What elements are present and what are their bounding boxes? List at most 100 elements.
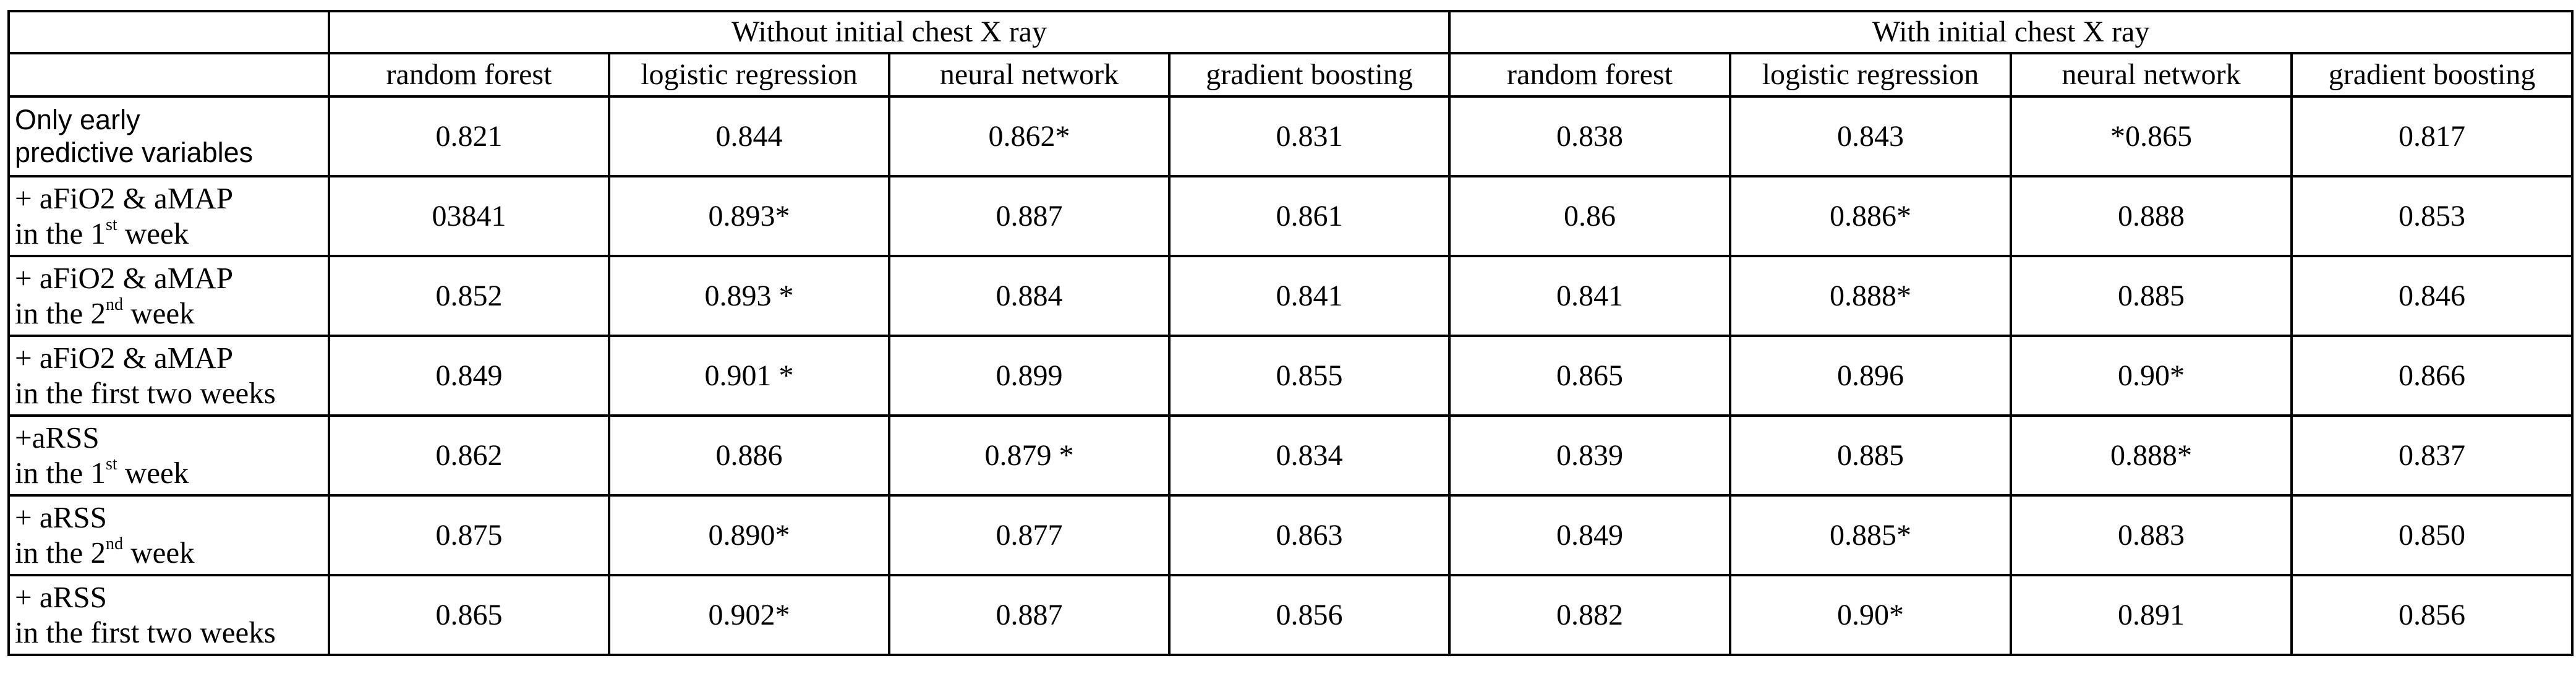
auc-value-cell: 0.846 bbox=[2290, 255, 2574, 337]
row-label-ordinal-suffix: nd bbox=[105, 295, 123, 315]
auc-value-cell: 0.901 * bbox=[608, 335, 890, 417]
row-label-line1: + aFiO2 & aMAP bbox=[15, 260, 233, 295]
auc-value-cell: 0.852 bbox=[328, 255, 610, 337]
auc-value-cell: 0.861 bbox=[1167, 175, 1451, 257]
row-label-line2: in the 1st week bbox=[15, 215, 326, 252]
auc-value-cell: 0.90* bbox=[1729, 574, 2013, 656]
auc-value-cell: 0.831 bbox=[1167, 95, 1451, 177]
auc-value-cell: 0.902* bbox=[608, 574, 890, 656]
row-label: + aFiO2 & aMAP in the 2nd week bbox=[7, 255, 330, 337]
row-label: Only early predictive variables bbox=[7, 95, 330, 177]
auc-value-cell: 0.853 bbox=[2290, 175, 2574, 257]
row-label-line2: predictive variables bbox=[15, 136, 326, 169]
model-header: neural network bbox=[888, 52, 1171, 98]
auc-value-cell: 0.888 bbox=[2010, 175, 2293, 257]
table-row: + aFiO2 & aMAP in the 1st week 03841 0.893*… bbox=[7, 175, 2574, 257]
auc-value-cell: 0.885 bbox=[2010, 255, 2293, 337]
auc-value-cell: 0.844 bbox=[608, 95, 890, 177]
model-header: logistic regression bbox=[1729, 52, 2013, 98]
auc-value-cell: 0.839 bbox=[1448, 414, 1732, 497]
table-row: + aFiO2 & aMAP in the 2nd week 0.852 0.893 … bbox=[7, 255, 2574, 337]
row-label-line1: + aFiO2 & aMAP bbox=[15, 340, 233, 375]
auc-value-cell: 0.856 bbox=[1167, 574, 1451, 656]
table-row: + aFiO2 & aMAP in the first two weeks 0.84… bbox=[7, 335, 2574, 417]
auc-value-cell: 0.865 bbox=[328, 574, 610, 656]
table-row: +aRSS in the 1st week 0.862 0.886 0.879 * 0.8… bbox=[7, 414, 2574, 497]
group-header-with-xray: With initial chest X ray bbox=[1448, 10, 2574, 54]
row-label-line2-text: in the 1 bbox=[15, 455, 106, 490]
model-header: random forest bbox=[1448, 52, 1732, 98]
row-label-line2-text: in the first two weeks bbox=[15, 375, 276, 410]
row-label: + aRSS in the first two weeks bbox=[7, 574, 330, 656]
auc-value-cell: 0.888* bbox=[2010, 414, 2293, 497]
row-label-line1: Only early bbox=[15, 104, 140, 136]
auc-value-cell: 0.890* bbox=[608, 494, 890, 576]
auc-value-cell: 0.885 bbox=[1729, 414, 2013, 497]
auc-value-cell: 0.891 bbox=[2010, 574, 2293, 656]
row-label-line1: +aRSS bbox=[15, 420, 100, 455]
auc-value-cell: 0.887 bbox=[888, 574, 1171, 656]
auc-value-cell: 0.886* bbox=[1729, 175, 2013, 257]
row-label-line1: + aRSS bbox=[15, 579, 107, 614]
auc-value-cell: 0.886 bbox=[608, 414, 890, 497]
row-label-line2: in the 1st week bbox=[15, 455, 326, 491]
model-header: gradient boosting bbox=[2290, 52, 2574, 98]
table-row: Only early predictive variables 0.821 0.844… bbox=[7, 95, 2574, 177]
row-label-line2-suffix-text: week bbox=[122, 535, 195, 570]
row-label-line2-text: in the 2 bbox=[15, 535, 106, 570]
row-label-line2: in the first two weeks bbox=[15, 615, 326, 651]
row-label: +aRSS in the 1st week bbox=[7, 414, 330, 497]
auc-value-cell: 0.893 * bbox=[608, 255, 890, 337]
table-row: + aRSS in the 2nd week 0.875 0.890* 0.877 0.8… bbox=[7, 494, 2574, 576]
table-row: + aRSS in the first two weeks 0.865 0.902* 0… bbox=[7, 574, 2574, 656]
row-label-ordinal-suffix: st bbox=[105, 455, 117, 474]
model-header: neural network bbox=[2010, 52, 2293, 98]
auc-value-cell: 0.866 bbox=[2290, 335, 2574, 417]
auc-value-cell: 0.882 bbox=[1448, 574, 1732, 656]
auc-value-cell: 0.899 bbox=[888, 335, 1171, 417]
auc-value-cell: *0.865 bbox=[2010, 95, 2293, 177]
auc-value-cell: 03841 bbox=[328, 175, 610, 257]
row-label: + aRSS in the 2nd week bbox=[7, 494, 330, 576]
row-label-line1: + aFiO2 & aMAP bbox=[15, 181, 233, 215]
auc-value-cell: 0.837 bbox=[2290, 414, 2574, 497]
row-label-header-cell bbox=[7, 52, 330, 98]
row-label-line2-text: in the first two weeks bbox=[15, 615, 276, 649]
auc-value-cell: 0.90* bbox=[2010, 335, 2293, 417]
table-body: Only early predictive variables 0.821 0.844… bbox=[7, 95, 2574, 656]
row-label-line2: in the first two weeks bbox=[15, 375, 326, 411]
auc-value-cell: 0.850 bbox=[2290, 494, 2574, 576]
auc-value-cell: 0.879 * bbox=[888, 414, 1171, 497]
auc-value-cell: 0.841 bbox=[1167, 255, 1451, 337]
model-header: random forest bbox=[328, 52, 610, 98]
results-table: Without initial chest X ray With initial… bbox=[7, 10, 2574, 656]
corner-cell bbox=[7, 10, 330, 54]
row-label-line2: in the 2nd week bbox=[15, 534, 326, 571]
row-label: + aFiO2 & aMAP in the first two weeks bbox=[7, 335, 330, 417]
auc-value-cell: 0.885* bbox=[1729, 494, 2013, 576]
auc-value-cell: 0.863 bbox=[1167, 494, 1451, 576]
auc-value-cell: 0.896 bbox=[1729, 335, 2013, 417]
auc-value-cell: 0.865 bbox=[1448, 335, 1732, 417]
auc-value-cell: 0.883 bbox=[2010, 494, 2293, 576]
group-header-row: Without initial chest X ray With initial… bbox=[7, 10, 2574, 54]
row-label-line2-suffix-text: week bbox=[117, 455, 189, 490]
auc-value-cell: 0.875 bbox=[328, 494, 610, 576]
auc-value-cell: 0.817 bbox=[2290, 95, 2574, 177]
auc-value-cell: 0.843 bbox=[1729, 95, 2013, 177]
row-label-line2-suffix-text: week bbox=[122, 296, 195, 330]
row-label-line1: + aRSS bbox=[15, 500, 107, 534]
auc-value-cell: 0.888* bbox=[1729, 255, 2013, 337]
auc-value-cell: 0.855 bbox=[1167, 335, 1451, 417]
auc-value-cell: 0.862* bbox=[888, 95, 1171, 177]
row-label-line2-text: predictive variables bbox=[15, 136, 254, 168]
auc-value-cell: 0.893* bbox=[608, 175, 890, 257]
row-label: + aFiO2 & aMAP in the 1st week bbox=[7, 175, 330, 257]
auc-value-cell: 0.877 bbox=[888, 494, 1171, 576]
row-label-line2-text: in the 1 bbox=[15, 216, 106, 250]
auc-value-cell: 0.838 bbox=[1448, 95, 1732, 177]
auc-value-cell: 0.856 bbox=[2290, 574, 2574, 656]
row-label-ordinal-suffix: nd bbox=[105, 534, 123, 554]
auc-value-cell: 0.841 bbox=[1448, 255, 1732, 337]
row-label-ordinal-suffix: st bbox=[105, 215, 117, 235]
